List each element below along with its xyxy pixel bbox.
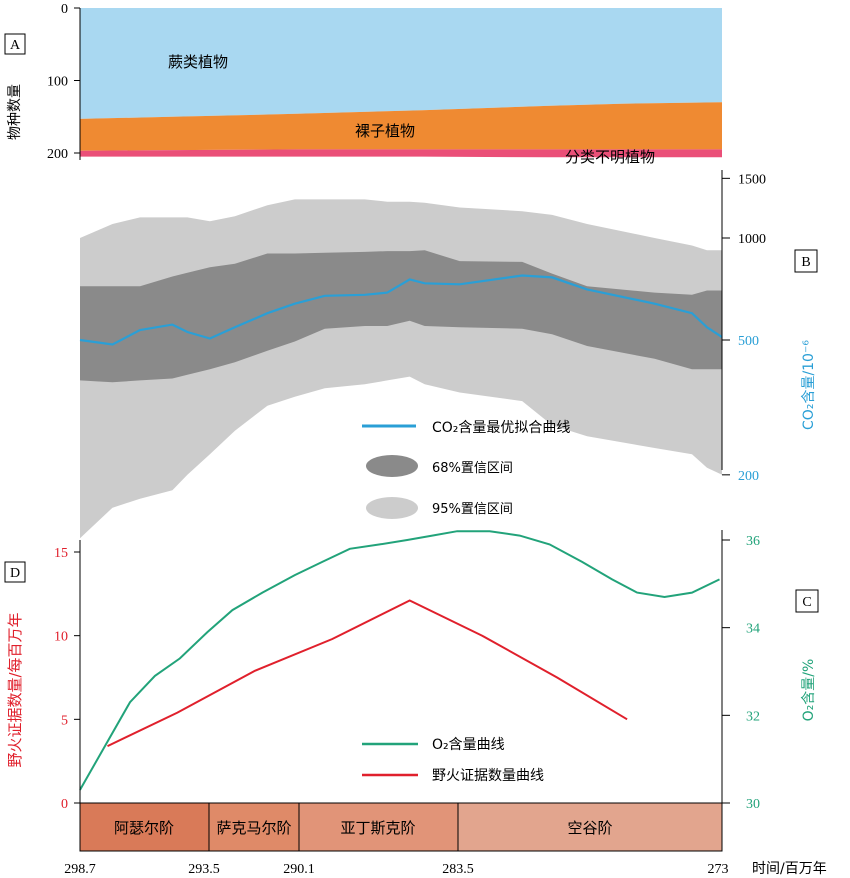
tick-label-c-34: 34 <box>746 622 760 637</box>
tick-label-c-30: 30 <box>746 797 760 812</box>
panel-a: 蕨类植物 裸子植物 分类不明植物 0 100 200 A 物种数量 <box>4 2 722 166</box>
stage-artinskian <box>298 802 459 852</box>
area-gymnosperms <box>80 102 722 151</box>
time-tick-273: 273 <box>708 862 729 877</box>
tick-label-b-1500: 1500 <box>738 172 766 187</box>
tick-label-b-1000: 1000 <box>738 232 766 247</box>
stage-label-asselian: 阿瑟尔阶 <box>114 819 174 837</box>
stage-sakmarian <box>208 802 300 852</box>
axis-a-ylabel: 物种数量 <box>7 84 23 140</box>
legend-ci95-label: 95%置信区间 <box>432 502 513 517</box>
panel-label-box-d <box>4 561 26 583</box>
stage-kungurian <box>457 802 723 852</box>
time-tick-293-5: 293.5 <box>188 862 220 877</box>
band-68-ci <box>80 250 722 383</box>
legend-o2-label: O₂含量曲线 <box>432 737 505 753</box>
panel-label-b: B <box>801 255 810 270</box>
line-wildfire <box>107 599 628 748</box>
stage-label-sakmarian: 萨克马尔阶 <box>216 819 291 837</box>
line-co2 <box>79 274 723 346</box>
area-unknown-plants <box>80 149 722 158</box>
legend-co2-label: CO₂含量最优拟合曲线 <box>432 420 570 436</box>
stage-label-kungurian: 空谷阶 <box>567 819 612 837</box>
panel-label-box-b <box>794 249 818 273</box>
area-ferns <box>80 8 722 119</box>
panel-label-box-a <box>4 33 26 55</box>
tick-label-d-10: 10 <box>54 630 68 645</box>
time-tick-290-1: 290.1 <box>283 862 315 877</box>
tick-label-d-0: 0 <box>61 797 68 812</box>
stage-asselian <box>79 802 210 852</box>
series-label-unknown: 分类不明植物 <box>565 148 655 166</box>
legend-ci68-label: 68%置信区间 <box>432 461 513 476</box>
tick-label-b-200: 200 <box>738 469 759 484</box>
panel-label-box-c <box>795 589 819 613</box>
legend-ci95-swatch <box>366 497 418 519</box>
time-axis-label: 时间/百万年 <box>752 861 827 877</box>
panel-label-c: C <box>802 595 811 610</box>
tick-label-d-5: 5 <box>61 713 68 728</box>
axis-d-ylabel: 野火证据数量/每百万年 <box>6 612 24 767</box>
tick-label-a-100: 100 <box>47 75 68 90</box>
time-tick-283-5: 283.5 <box>442 862 474 877</box>
tick-label-b-500: 500 <box>738 334 759 349</box>
tick-label-c-32: 32 <box>746 709 760 724</box>
axis-c-ylabel: O₂含量/% <box>801 659 817 722</box>
legend-fire-label: 野火证据数量曲线 <box>432 768 544 784</box>
time-axis: 298.7 293.5 290.1 283.5 273 时间/百万年 <box>64 861 826 877</box>
line-o2 <box>79 530 720 791</box>
series-label-gymnosperms: 裸子植物 <box>355 122 415 140</box>
stage-bar: 阿瑟尔阶 萨克马尔阶 亚丁斯克阶 空谷阶 <box>79 802 723 852</box>
series-label-ferns: 蕨类植物 <box>168 53 228 71</box>
tick-label-a-0: 0 <box>61 2 68 17</box>
legend-ci68-swatch <box>366 455 418 477</box>
time-tick-298-7: 298.7 <box>64 862 96 877</box>
axis-b-ylabel: CO₂含量/10⁻⁶ <box>801 340 817 430</box>
tick-label-c-36: 36 <box>746 534 760 549</box>
stage-label-artinskian: 亚丁斯克阶 <box>340 819 415 837</box>
panel-label-d: D <box>10 566 20 581</box>
panel-label-a: A <box>10 38 21 53</box>
tick-label-d-15: 15 <box>54 546 68 561</box>
tick-label-a-200: 200 <box>47 147 68 162</box>
panel-cd: 30 32 34 36 0 5 10 15 C D O₂含量/% 野火证据数量/每百万年 O… <box>4 530 819 812</box>
